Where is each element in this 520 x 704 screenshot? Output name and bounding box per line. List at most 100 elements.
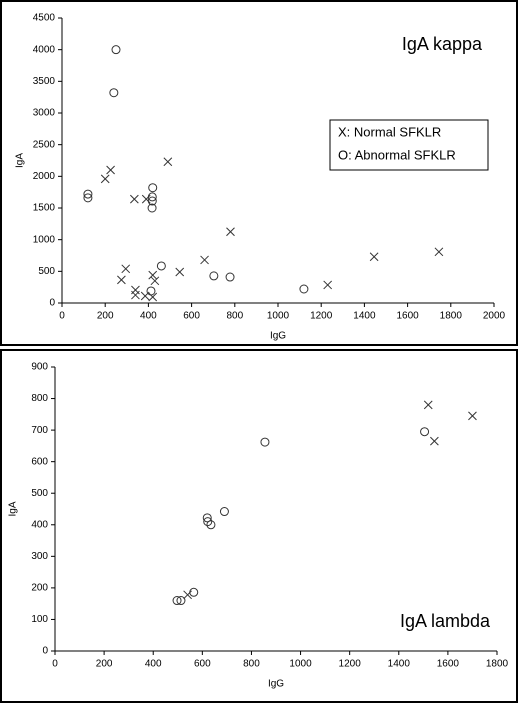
x-marker — [148, 292, 158, 302]
x-tick-label: 0 — [52, 659, 58, 670]
o-marker — [109, 88, 119, 98]
x-stroke — [369, 252, 379, 262]
o-marker — [209, 271, 219, 281]
y-tick-label: 1500 — [33, 203, 56, 214]
x-stroke — [117, 275, 126, 285]
x-stroke — [131, 290, 140, 300]
y-tick-label: 4500 — [33, 13, 56, 24]
x-stroke — [323, 280, 333, 290]
o-marker — [148, 183, 158, 193]
y-tick-label: 100 — [31, 614, 48, 625]
x-marker — [430, 436, 439, 446]
x-marker — [226, 227, 235, 237]
y-tick-label: 900 — [31, 362, 48, 373]
x-marker — [434, 247, 444, 257]
o-marker — [147, 192, 157, 202]
y-tick-label: 500 — [31, 488, 48, 499]
x-marker — [163, 157, 173, 167]
o-marker — [83, 193, 93, 203]
x-marker — [200, 255, 209, 265]
y-axis-label: IgA — [15, 153, 26, 168]
y-axis-label: IgA — [8, 501, 19, 516]
o-marker — [146, 286, 156, 296]
y-tick-label: 800 — [31, 393, 48, 404]
x-stroke — [423, 400, 433, 410]
x-stroke — [141, 194, 151, 204]
x-tick-label: 1600 — [396, 311, 419, 322]
x-stroke — [100, 174, 110, 184]
o-marker — [260, 437, 270, 447]
o-marker — [83, 189, 93, 199]
x-stroke — [121, 264, 131, 274]
x-tick-label: 800 — [243, 659, 260, 670]
x-marker — [121, 264, 131, 274]
x-marker — [100, 174, 110, 184]
x-tick-label: 400 — [145, 659, 162, 670]
o-marker — [147, 196, 157, 206]
o-marker — [203, 517, 213, 527]
x-stroke — [434, 247, 444, 257]
o-marker — [206, 520, 216, 530]
y-tick-label: 1000 — [33, 234, 56, 245]
y-tick-label: 3500 — [33, 76, 56, 87]
x-marker — [141, 194, 151, 204]
x-tick-label: 1600 — [437, 659, 460, 670]
x-tick-label: 600 — [183, 311, 200, 322]
x-marker — [175, 267, 185, 277]
o-marker — [202, 513, 212, 523]
y-tick-label: 600 — [31, 456, 48, 467]
chart-title: IgA lambda — [400, 611, 491, 631]
x-marker — [148, 270, 158, 280]
o-marker — [420, 427, 430, 437]
x-tick-label: 1800 — [486, 659, 509, 670]
x-tick-label: 1800 — [440, 311, 463, 322]
o-marker — [299, 284, 309, 294]
legend-entry: O: Abnormal SFKLR — [338, 147, 456, 162]
legend — [329, 119, 489, 171]
y-tick-label: 700 — [31, 425, 48, 436]
o-marker — [172, 596, 182, 606]
x-stroke — [106, 165, 115, 175]
x-marker — [106, 165, 115, 175]
x-tick-label: 1400 — [388, 659, 411, 670]
x-tick-label: 1200 — [339, 659, 362, 670]
x-marker — [131, 290, 140, 300]
y-tick-label: 2000 — [33, 171, 56, 182]
x-stroke — [150, 276, 160, 286]
x-tick-label: 400 — [140, 311, 157, 322]
x-stroke — [183, 590, 192, 600]
x-stroke — [163, 157, 173, 167]
x-tick-label: 1200 — [310, 311, 333, 322]
legend-entry: X: Normal SFKLR — [338, 124, 441, 139]
y-tick-label: 400 — [31, 519, 48, 530]
o-marker — [147, 203, 157, 213]
o-marker — [111, 45, 121, 55]
x-tick-label: 600 — [194, 659, 211, 670]
x-tick-label: 200 — [96, 659, 113, 670]
x-marker — [183, 590, 192, 600]
o-marker — [225, 272, 235, 282]
panel — [0, 0, 518, 346]
x-marker — [117, 275, 126, 285]
x-stroke — [200, 255, 209, 265]
x-stroke — [468, 411, 477, 421]
x-marker — [130, 194, 139, 204]
x-axis-label: IgG — [270, 331, 286, 342]
x-marker — [150, 276, 160, 286]
x-tick-label: 1400 — [353, 311, 376, 322]
y-tick-label: 500 — [38, 266, 55, 277]
x-stroke — [148, 270, 158, 280]
x-tick-label: 1000 — [267, 311, 290, 322]
x-marker — [369, 252, 379, 262]
x-tick-label: 200 — [97, 311, 114, 322]
y-tick-label: 2500 — [33, 139, 56, 150]
x-stroke — [226, 227, 235, 237]
x-tick-label: 2000 — [483, 311, 506, 322]
y-tick-label: 200 — [31, 583, 48, 594]
x-axis-label: IgG — [268, 679, 284, 690]
x-stroke — [430, 436, 439, 446]
o-marker — [176, 596, 186, 606]
x-tick-label: 800 — [226, 311, 243, 322]
x-tick-label: 1000 — [289, 659, 312, 670]
y-tick-label: 0 — [42, 646, 48, 657]
